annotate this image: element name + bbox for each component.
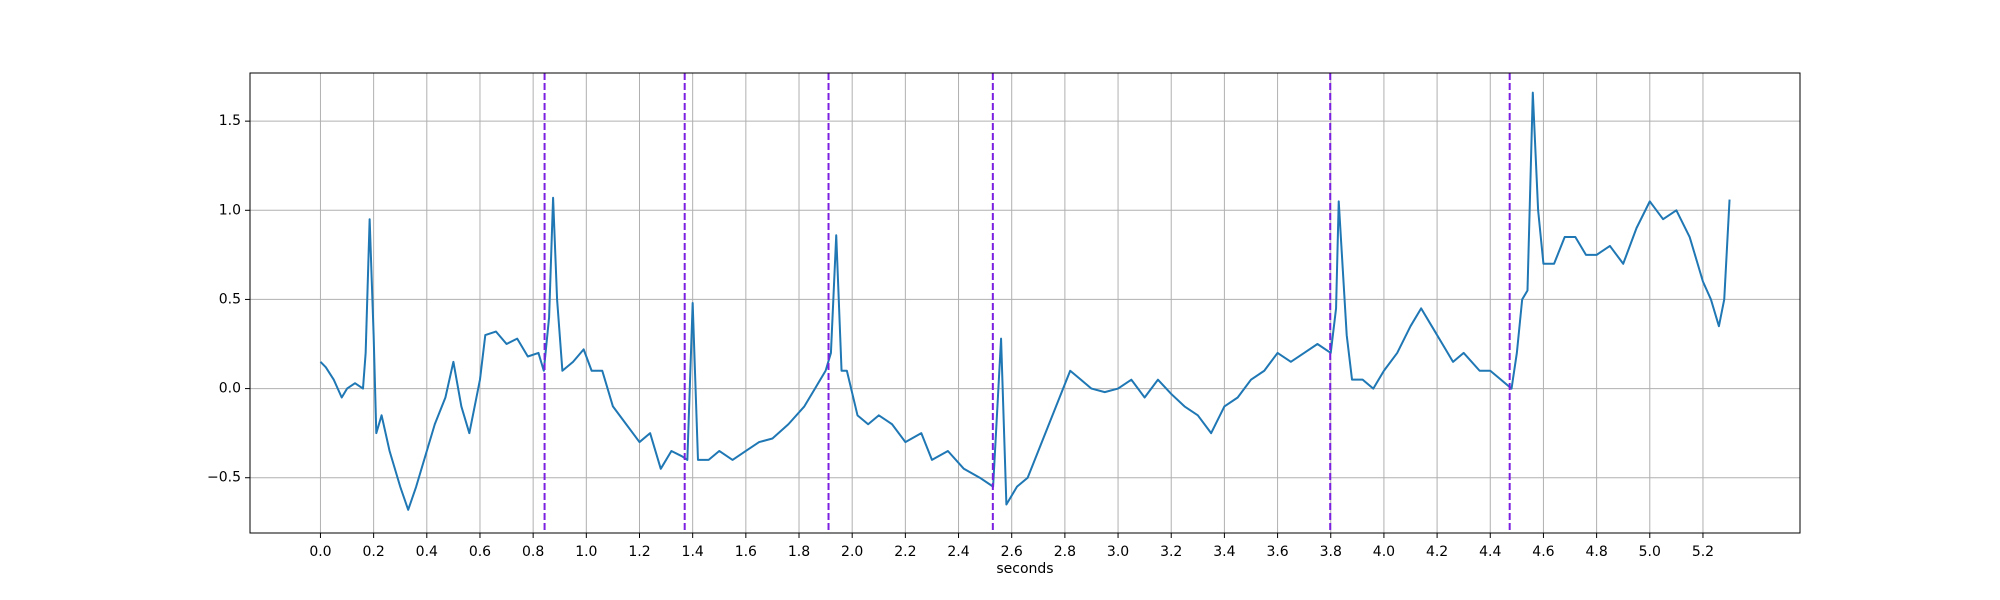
x-tick-label: 4.0 (1373, 544, 1395, 560)
x-axis-label: seconds (996, 561, 1053, 577)
x-tick-label: 0.4 (416, 544, 438, 560)
x-tick-label: 1.8 (788, 544, 810, 560)
x-tick-label: 3.8 (1320, 544, 1342, 560)
y-tick-label: 0.5 (219, 291, 241, 307)
x-tick-label: 4.6 (1532, 544, 1554, 560)
signal-line (319, 91, 1731, 511)
x-tick-label: 3.6 (1266, 544, 1288, 560)
x-tick-label: 3.2 (1160, 544, 1182, 560)
x-tick-label: 2.8 (1054, 544, 1076, 560)
x-tick-label: 3.0 (1107, 544, 1129, 560)
y-tick-label: 1.0 (219, 202, 241, 218)
x-tick-label: 1.6 (735, 544, 757, 560)
axes-frame (249, 72, 1801, 534)
x-tick-label: 1.4 (682, 544, 704, 560)
x-tick-label: 2.6 (1001, 544, 1023, 560)
x-tick-label: 2.0 (841, 544, 863, 560)
x-tick-label: 0.0 (309, 544, 331, 560)
x-tick-label: 2.4 (947, 544, 969, 560)
x-tick-label: 2.2 (894, 544, 916, 560)
x-tick-label: 1.0 (575, 544, 597, 560)
x-tick-label: 4.2 (1426, 544, 1448, 560)
x-tick-label: 0.6 (469, 544, 491, 560)
x-tick-label: 5.0 (1639, 544, 1661, 560)
x-tick-label: 0.2 (362, 544, 384, 560)
y-tick-label: 0.0 (219, 381, 241, 397)
x-tick-label: 4.4 (1479, 544, 1501, 560)
x-tick-label: 3.4 (1213, 544, 1235, 560)
x-tick-label: 5.2 (1692, 544, 1714, 560)
x-tick-label: 1.2 (628, 544, 650, 560)
y-tick-label: −0.5 (207, 470, 241, 486)
x-tick-label: 0.8 (522, 544, 544, 560)
x-tick-label: 4.8 (1585, 544, 1607, 560)
y-tick-label: 1.5 (219, 113, 241, 129)
